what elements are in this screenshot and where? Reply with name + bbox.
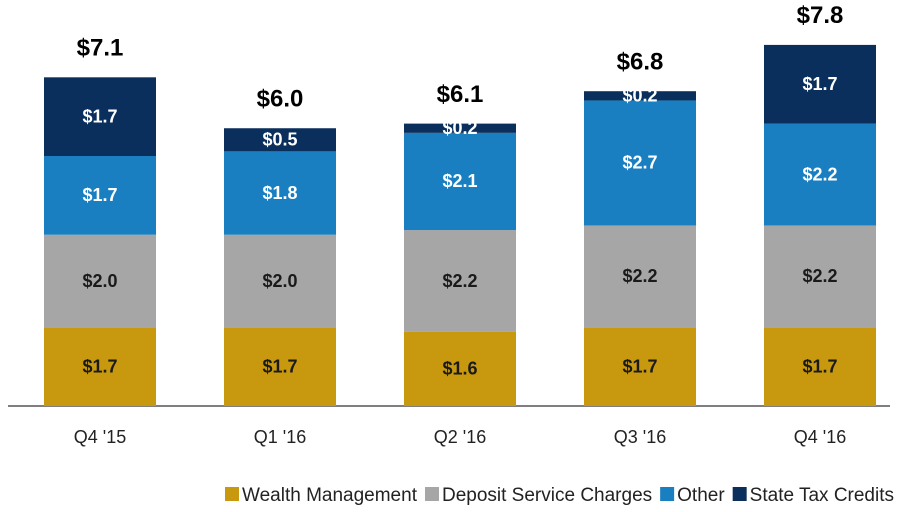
bar-segment xyxy=(224,151,336,235)
segment-label: $2.0 xyxy=(82,271,117,291)
segment-label: $1.7 xyxy=(802,356,837,376)
bar-segment xyxy=(584,100,696,226)
segment-label: $2.2 xyxy=(622,266,657,286)
total-label: $6.8 xyxy=(617,49,664,76)
segment-label: $0.2 xyxy=(442,118,477,138)
segment-label: $2.2 xyxy=(802,266,837,286)
bar-segment xyxy=(44,234,156,328)
segment-label: $2.1 xyxy=(442,171,477,191)
segment-label: $1.7 xyxy=(622,356,657,376)
bar-segment xyxy=(764,123,876,226)
segment-label: $1.8 xyxy=(262,183,297,203)
bar-segment xyxy=(404,230,516,332)
segment-label: $2.2 xyxy=(442,271,477,291)
segment-label: $1.6 xyxy=(442,359,477,379)
bar-segment xyxy=(584,327,696,406)
segment-label: $1.7 xyxy=(802,74,837,94)
bar-segment xyxy=(404,123,516,133)
bar-segment xyxy=(584,91,696,101)
total-label: $7.8 xyxy=(797,2,844,29)
legend-label: Other xyxy=(677,485,725,506)
bar-segment xyxy=(44,156,156,235)
bar-segment xyxy=(404,331,516,406)
legend-swatch xyxy=(424,487,439,501)
x-tick-label: Q4 '15 xyxy=(74,427,126,447)
x-tick-label: Q1 '16 xyxy=(254,427,306,447)
segment-label: $0.2 xyxy=(622,86,657,106)
segment-label: $1.7 xyxy=(82,185,117,205)
bar-segment xyxy=(764,44,876,124)
legend-label: Wealth Management xyxy=(242,485,418,506)
bar-segment xyxy=(764,225,876,328)
legend-swatch xyxy=(225,487,239,501)
bar-segment xyxy=(44,77,156,157)
legend-label: Deposit Service Charges xyxy=(442,485,652,506)
segment-label: $0.5 xyxy=(262,130,297,150)
x-tick-label: Q4 '16 xyxy=(794,427,846,447)
total-label: $6.1 xyxy=(437,81,484,108)
segment-label: $1.7 xyxy=(262,356,297,376)
segment-label: $2.2 xyxy=(802,164,837,184)
segment-label: $1.7 xyxy=(82,356,117,376)
bar-segment xyxy=(44,327,156,406)
bar-segment xyxy=(404,132,516,231)
bar-segment xyxy=(224,327,336,406)
total-label: $7.1 xyxy=(77,35,124,62)
segment-label: $2.0 xyxy=(262,271,297,291)
legend-label: State Tax Credits xyxy=(750,485,894,506)
segment-label: $1.7 xyxy=(82,106,117,126)
x-tick-label: Q2 '16 xyxy=(434,427,486,447)
legend-swatch xyxy=(660,487,675,501)
x-tick-label: Q3 '16 xyxy=(614,427,666,447)
bar-segment xyxy=(224,128,336,152)
bar-segment xyxy=(584,225,696,328)
bar-segment xyxy=(224,234,336,328)
total-label: $6.0 xyxy=(257,86,304,113)
segment-label: $2.7 xyxy=(622,153,657,173)
legend-swatch xyxy=(732,487,747,501)
bar-segment xyxy=(764,327,876,406)
